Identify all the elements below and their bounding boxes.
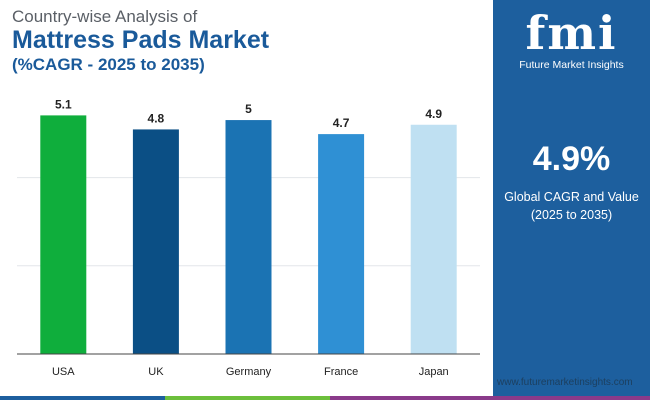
value-label: 5.1 <box>55 97 72 111</box>
chart-title: Country-wise Analysis of Mattress Pads M… <box>12 6 269 76</box>
bar-germany <box>225 120 272 354</box>
category-label: UK <box>148 366 164 378</box>
category-label: Japan <box>419 366 449 378</box>
category-label: France <box>324 366 358 378</box>
value-label: 4.8 <box>148 111 165 125</box>
bar-uk <box>132 129 179 354</box>
global-cagr-value: 4.9% <box>532 140 611 178</box>
fmi-logo: fmi Future Market Insights <box>493 8 650 71</box>
bar-france <box>318 134 365 354</box>
bar-usa <box>40 115 87 355</box>
title-line-1: Country-wise Analysis of <box>12 7 198 26</box>
value-label: 5 <box>245 102 252 116</box>
bar-japan <box>410 124 457 354</box>
category-label: USA <box>52 366 75 378</box>
summary-panel: fmi Future Market Insights 4.9% Global C… <box>493 0 650 400</box>
bar-chart: 5.1 USA 4.8 UK 5 Germany 4.7 France 4.9 Japan <box>17 97 480 378</box>
value-label: 4.9 <box>425 107 442 121</box>
footer-url[interactable]: www.futuremarketinsights.com <box>497 377 633 388</box>
logo-mark: fmi <box>525 6 618 60</box>
logo-text: Future Market Insights <box>519 59 624 71</box>
footer-stripe-purple <box>330 396 650 400</box>
category-label: Germany <box>226 366 272 378</box>
title-line-2: Mattress Pads Market <box>12 26 270 54</box>
title-line-3: (%CAGR - 2025 to 2035) <box>12 55 205 74</box>
global-cagr-label: Global CAGR and Value (2025 to 2035) <box>493 188 650 224</box>
cagr-label-line-1: Global CAGR and Value <box>504 190 639 204</box>
footer-stripe-blue <box>0 396 165 400</box>
value-label: 4.7 <box>333 116 350 130</box>
footer-stripe-green <box>165 396 330 400</box>
cagr-label-line-2: (2025 to 2035) <box>530 208 613 222</box>
